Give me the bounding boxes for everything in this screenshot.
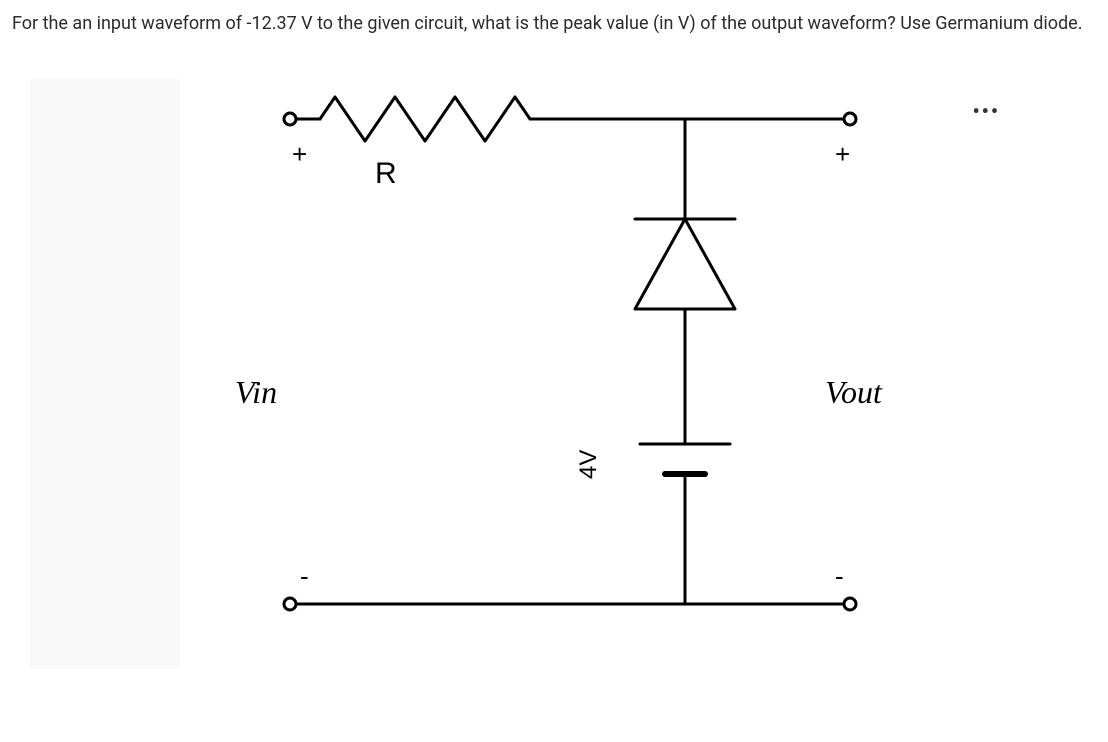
- terminal-bottom-right: [844, 598, 856, 610]
- vin-label: Vin: [235, 374, 277, 411]
- circuit-svg: [30, 79, 950, 669]
- terminal-bottom-left: [284, 598, 296, 610]
- plus-left-label: +: [292, 139, 307, 170]
- resistor-label: R: [375, 157, 397, 191]
- more-icon[interactable]: •••: [972, 99, 1000, 123]
- battery-label: 4V: [575, 449, 603, 478]
- terminal-top-right: [844, 113, 856, 125]
- diode-triangle: [635, 219, 735, 309]
- plus-right-label: +: [835, 139, 850, 170]
- question-text: For the an input waveform of -12.37 V to…: [0, 0, 1108, 49]
- terminal-top-left: [284, 113, 296, 125]
- vout-label: Vout: [825, 374, 882, 411]
- minus-left-label: -: [300, 561, 309, 592]
- resistor-symbol: [320, 97, 530, 141]
- circuit-panel: •••: [30, 79, 950, 669]
- minus-right-label: -: [835, 561, 844, 592]
